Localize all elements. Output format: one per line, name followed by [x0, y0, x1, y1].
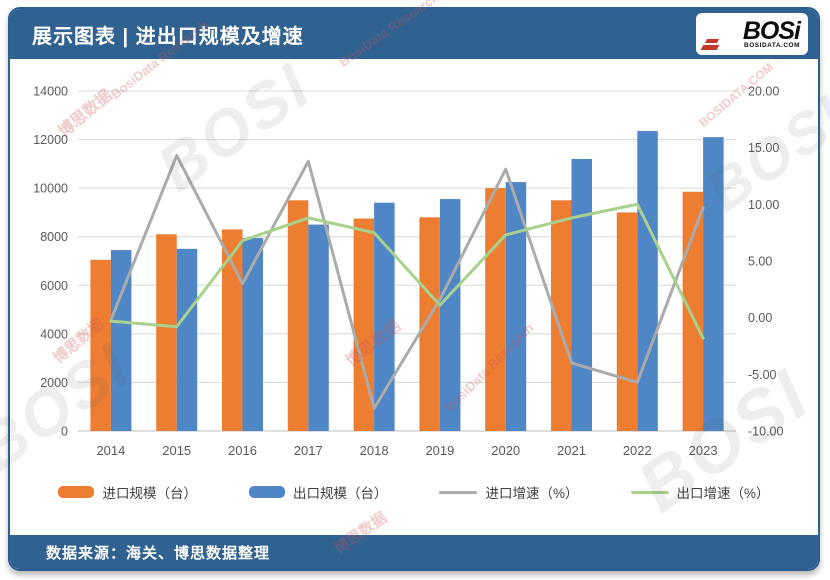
x-axis-label: 2018: [360, 443, 389, 458]
export-bar: [637, 131, 658, 432]
left-axis-tick-label: 10000: [33, 182, 68, 196]
legend-label: 进口增速（%）: [485, 486, 579, 501]
x-axis-label: 2017: [294, 443, 323, 458]
import-bar: [551, 200, 572, 431]
left-axis-tick-label: 4000: [40, 327, 68, 341]
page-title: 展示图表 | 进出口规模及增速: [32, 25, 304, 48]
logo-wordmark: BOSi: [742, 16, 801, 45]
import-bar: [90, 259, 111, 431]
import-bar: [222, 229, 243, 431]
x-axis-label: 2015: [162, 443, 191, 458]
x-axis-label: 2019: [425, 443, 454, 458]
import-growth-line: [109, 154, 705, 410]
export-bar: [439, 199, 461, 431]
legend-item-3: 进口增速（%）: [439, 482, 579, 502]
legend-item-2: 出口规模（台）: [248, 482, 388, 502]
right-axis-tick-label: 20.00: [748, 85, 779, 99]
x-axis-label: 2021: [557, 443, 586, 458]
export-bar: [308, 224, 329, 431]
export-bar: [703, 137, 724, 431]
left-axis-tick-label: 6000: [40, 279, 68, 293]
x-axis-label: 2014: [96, 443, 125, 458]
footer-bar: 数据来源：海关、博思数据整理: [10, 535, 818, 569]
right-axis-tick-label: -5.00: [748, 368, 777, 382]
right-axis-tick-label: -10.00: [748, 425, 783, 439]
logo-domain: BOSIDATA.COM: [744, 41, 800, 49]
import-bar: [485, 188, 506, 431]
x-axis-label: 2020: [491, 443, 520, 458]
legend-label: 进口规模（台）: [102, 486, 197, 501]
import-bar: [156, 234, 177, 431]
chart-area: 0 2000 4000 6000 8000 10000 12000 14000 -10.00 -5…: [10, 59, 818, 539]
legend-line-swatch-icon: [630, 490, 669, 494]
left-axis-tick-label: 8000: [40, 230, 68, 244]
legend-item-4: 出口增速（%）: [630, 482, 770, 502]
right-axis-tick-label: 10.00: [748, 198, 779, 212]
export-growth-line: [109, 202, 705, 340]
bosi-logo: BOSi BOSIDATA.COM: [696, 13, 808, 55]
logo-stripe2-icon: [704, 39, 720, 43]
combo-chart: 0 2000 4000 6000 8000 10000 12000 14000 -10.00 -5…: [33, 85, 783, 459]
legend-label: 出口增速（%）: [676, 486, 770, 501]
x-axis-label: 2016: [228, 443, 257, 458]
legend-bar-swatch-icon: [58, 486, 95, 498]
x-axis-label: 2023: [689, 443, 718, 458]
export-bar: [110, 250, 132, 431]
export-bar: [374, 202, 395, 431]
left-axis-tick-label: 2000: [40, 376, 68, 390]
export-bar: [242, 237, 263, 431]
legend-label: 出口规模（台）: [292, 486, 388, 501]
left-axis-tick-label: 0: [61, 425, 68, 439]
logo-stripe-icon: [700, 45, 720, 50]
legend-bar-swatch-icon: [248, 486, 285, 498]
left-axis-tick-label: 14000: [33, 85, 68, 99]
legend-item-1: 进口规模（台）: [58, 482, 197, 502]
right-axis-tick-label: 0.00: [748, 311, 772, 325]
chart-card: 展示图表 | 进出口规模及增速 BOSi BOSIDATA.COM 0 2000 4…: [8, 7, 820, 571]
import-bar: [616, 212, 638, 431]
legend-line-swatch-icon: [439, 490, 478, 494]
export-bar: [176, 248, 198, 431]
export-bar: [571, 159, 592, 431]
import-bar: [419, 217, 440, 431]
x-axis-label: 2022: [623, 443, 652, 458]
import-bar: [353, 218, 375, 431]
right-axis-tick-label: 15.00: [748, 141, 779, 155]
import-bar: [682, 191, 704, 431]
export-bar: [505, 182, 527, 431]
left-axis-tick-label: 12000: [33, 133, 68, 147]
header-bar: 展示图表 | 进出口规模及增速 BOSi BOSIDATA.COM: [10, 9, 818, 59]
import-bar: [287, 200, 309, 431]
chart-legend: 进口规模（台） 出口规模（台） 进口增速（%） 出口增速（%）: [10, 482, 818, 502]
right-axis-tick-label: 5.00: [748, 255, 772, 269]
data-source-text: 数据来源：海关、博思数据整理: [46, 544, 271, 562]
